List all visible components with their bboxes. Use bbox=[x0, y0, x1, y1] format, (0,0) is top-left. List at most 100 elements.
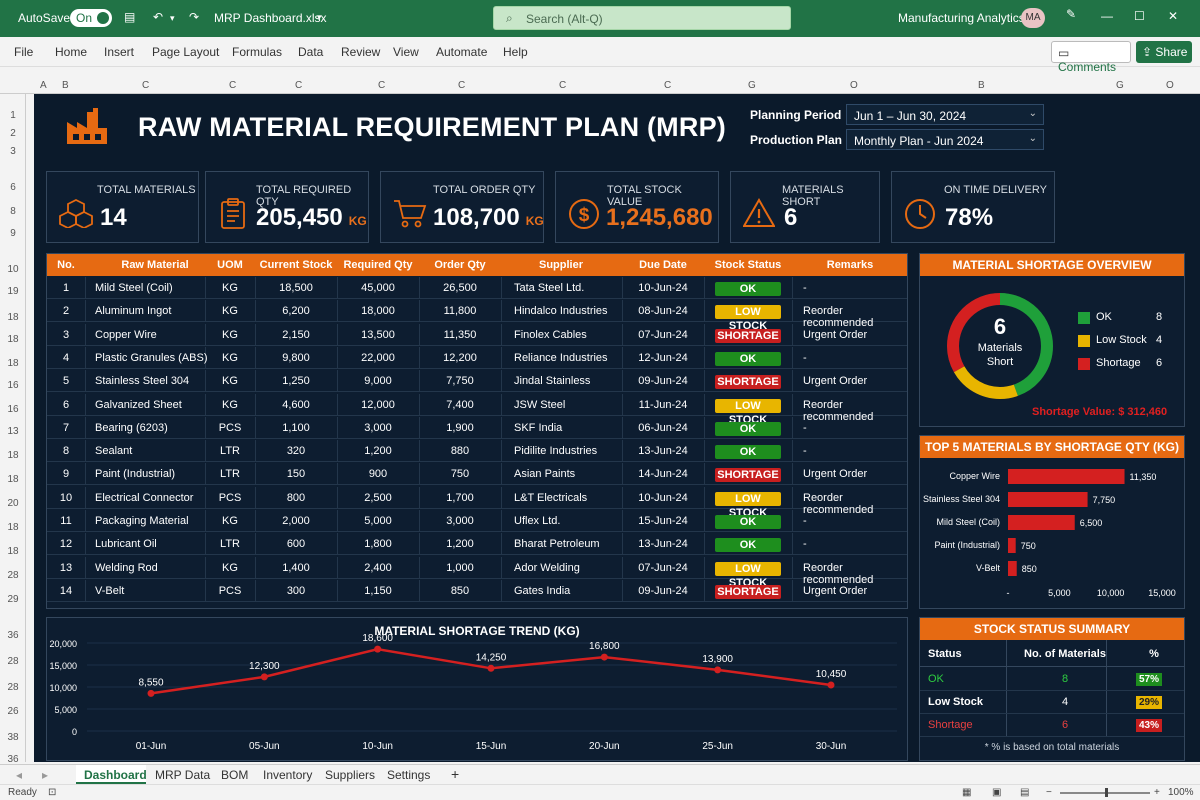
tab-suppliers[interactable]: Suppliers bbox=[325, 768, 376, 782]
undo-icon[interactable]: ↶ bbox=[153, 10, 164, 24]
bar[interactable] bbox=[1008, 538, 1016, 553]
bar[interactable] bbox=[1008, 561, 1017, 576]
row-number[interactable]: 36 bbox=[7, 754, 19, 765]
column-letter[interactable]: G bbox=[748, 80, 756, 91]
row-number[interactable]: 6 bbox=[10, 182, 16, 193]
table-row[interactable]: 2 Aluminum Ingot KG 6,200 18,000 11,800 Hindal… bbox=[47, 300, 907, 332]
trend-point[interactable] bbox=[487, 664, 495, 672]
menu-home[interactable]: Home bbox=[55, 45, 88, 59]
table-header-cell[interactable]: Supplier bbox=[538, 259, 583, 271]
column-letter[interactable]: G bbox=[1116, 80, 1124, 91]
table-row[interactable]: 6 Galvanized Sheet KG 4,600 12,000 7,400 JSW S… bbox=[47, 393, 907, 426]
tab-bom[interactable]: BOM bbox=[221, 768, 249, 782]
column-letter[interactable]: O bbox=[1166, 80, 1174, 91]
zoom-slider-thumb[interactable] bbox=[1105, 788, 1108, 797]
row-number[interactable]: 29 bbox=[7, 594, 19, 605]
row-number[interactable]: 18 bbox=[7, 334, 19, 345]
column-letter[interactable]: C bbox=[142, 80, 150, 91]
row-number[interactable]: 10 bbox=[7, 264, 19, 275]
row-number[interactable]: 18 bbox=[7, 450, 19, 461]
redo-icon[interactable]: ↷ bbox=[189, 10, 200, 24]
autosave-toggle[interactable]: On bbox=[70, 9, 112, 27]
row-number[interactable]: 1 bbox=[10, 110, 16, 121]
table-header-cell[interactable]: No. bbox=[57, 259, 75, 271]
row-number[interactable]: 26 bbox=[7, 706, 19, 717]
undo-dropdown-icon[interactable]: ▾ bbox=[170, 13, 175, 23]
table-row[interactable]: 8 Sealant LTR 320 1,200 880 Pidilite Industrie… bbox=[47, 440, 907, 463]
trend-point[interactable] bbox=[147, 689, 155, 697]
planning-period-dropdown[interactable]: Jun 1 – Jun 30, 2024 ⌄ bbox=[846, 104, 1044, 125]
row-number[interactable]: 18 bbox=[7, 546, 19, 557]
row-number[interactable]: 16 bbox=[7, 380, 19, 391]
table-row[interactable]: 5 Stainless Steel 304 KG 1,250 9,000 7,750 Jin… bbox=[47, 370, 907, 393]
column-letter[interactable]: C bbox=[295, 80, 303, 91]
column-letter[interactable]: C bbox=[378, 80, 386, 91]
file-name-dropdown-icon[interactable]: ▾ bbox=[317, 12, 322, 22]
table-row[interactable]: 7 Bearing (6203) PCS 1,100 3,000 1,900 SKF Ind… bbox=[47, 416, 907, 439]
row-number[interactable]: 28 bbox=[7, 570, 19, 581]
table-row[interactable]: 4 Plastic Granules (ABS) KG 9,800 22,000 12,2… bbox=[47, 346, 907, 369]
page-break-icon[interactable]: ▤ bbox=[1020, 787, 1030, 798]
scroll-right-icon[interactable]: ▸ bbox=[42, 768, 49, 782]
row-number[interactable]: 38 bbox=[7, 732, 19, 743]
accessibility-icon[interactable]: ⊡ bbox=[48, 787, 57, 798]
table-header-cell[interactable]: Stock Status bbox=[714, 259, 782, 271]
tab-dashboard[interactable]: Dashboard bbox=[76, 765, 147, 784]
menu-formulas[interactable]: Formulas bbox=[232, 45, 283, 59]
zoom-in-icon[interactable]: + bbox=[1154, 787, 1160, 798]
tab-mrp-data[interactable]: MRP Data bbox=[155, 768, 211, 782]
table-row[interactable]: 13 Welding Rod KG 1,400 2,400 1,000 Ador Weldi… bbox=[47, 556, 907, 589]
tab-settings[interactable]: Settings bbox=[387, 768, 431, 782]
trend-point[interactable] bbox=[827, 681, 835, 689]
add-sheet-button[interactable]: + bbox=[451, 766, 460, 782]
file-name[interactable]: MRP Dashboard.xlsx bbox=[214, 11, 327, 25]
row-number[interactable]: 36 bbox=[7, 630, 19, 641]
comments-button[interactable]: ▭ Comments bbox=[1051, 41, 1131, 74]
menu-insert[interactable]: Insert bbox=[104, 45, 135, 59]
table-row[interactable]: 3 Copper Wire KG 2,150 13,500 11,350 Finolex C… bbox=[47, 323, 907, 346]
table-row[interactable]: 14 V-Belt PCS 300 1,150 850 Gates India 09-Jun-… bbox=[47, 579, 907, 602]
row-number[interactable]: 3 bbox=[10, 146, 16, 157]
column-letter[interactable]: C bbox=[458, 80, 466, 91]
page-layout-icon[interactable]: ▣ bbox=[992, 787, 1002, 798]
maximize-icon[interactable]: ☐ bbox=[1134, 9, 1145, 23]
table-header-cell[interactable]: Remarks bbox=[826, 259, 874, 271]
menu-help[interactable]: Help bbox=[503, 45, 528, 59]
row-number[interactable]: 8 bbox=[10, 206, 16, 217]
menu-data[interactable]: Data bbox=[298, 45, 324, 59]
table-header-cell[interactable]: Current Stock bbox=[259, 259, 333, 271]
trend-point[interactable] bbox=[714, 666, 722, 674]
row-number[interactable]: 18 bbox=[7, 358, 19, 369]
column-letter[interactable]: C bbox=[664, 80, 672, 91]
menu-page-layout[interactable]: Page Layout bbox=[152, 45, 220, 59]
table-row[interactable]: 11 Packaging Material KG 2,000 5,000 3,000 Ufl… bbox=[47, 510, 907, 532]
row-number[interactable]: 28 bbox=[7, 682, 19, 693]
table-header-cell[interactable]: Raw Material bbox=[121, 259, 189, 271]
row-number[interactable]: 2 bbox=[10, 128, 16, 139]
table-header-cell[interactable]: Due Date bbox=[639, 259, 687, 271]
row-number[interactable]: 16 bbox=[7, 404, 19, 415]
bar[interactable] bbox=[1008, 469, 1125, 484]
row-number[interactable]: 19 bbox=[7, 286, 19, 297]
table-row[interactable]: 9 Paint (Industrial) LTR 150 900 750 Asian Pai… bbox=[47, 463, 907, 486]
row-number[interactable]: 18 bbox=[7, 474, 19, 485]
menu-view[interactable]: View bbox=[393, 45, 419, 59]
column-letter[interactable]: A bbox=[40, 80, 47, 91]
minimize-icon[interactable]: — bbox=[1101, 9, 1113, 23]
row-number[interactable]: 18 bbox=[7, 312, 19, 323]
production-plan-dropdown[interactable]: Monthly Plan - Jun 2024 ⌄ bbox=[846, 129, 1044, 150]
tab-inventory[interactable]: Inventory bbox=[263, 768, 313, 782]
scroll-left-icon[interactable]: ◂ bbox=[16, 768, 23, 782]
column-letter[interactable]: B bbox=[978, 80, 985, 91]
avatar[interactable]: MA bbox=[1021, 8, 1045, 28]
bar[interactable] bbox=[1008, 515, 1075, 530]
bar[interactable] bbox=[1008, 492, 1088, 507]
search-box[interactable]: ⌕ Search (Alt-Q) bbox=[493, 6, 791, 30]
trend-point[interactable] bbox=[374, 645, 382, 653]
row-number[interactable]: 18 bbox=[7, 522, 19, 533]
save-icon[interactable]: ▤ bbox=[124, 10, 136, 24]
column-letter[interactable]: C bbox=[559, 80, 567, 91]
row-number[interactable]: 13 bbox=[7, 426, 19, 437]
close-icon[interactable]: ✕ bbox=[1168, 9, 1179, 23]
share-button[interactable]: ⇪ Share bbox=[1136, 41, 1192, 63]
